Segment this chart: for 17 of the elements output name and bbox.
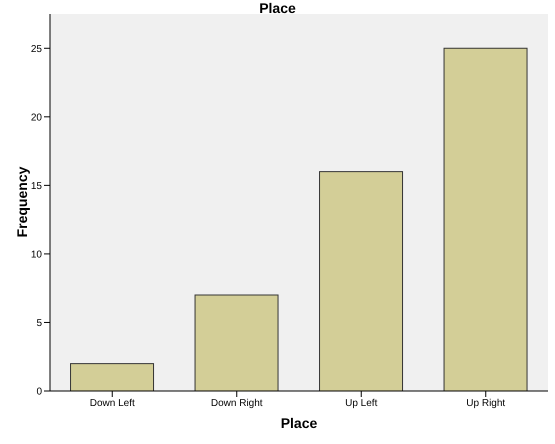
bar xyxy=(444,48,528,391)
bar xyxy=(319,171,404,391)
y-axis-title: Frequency xyxy=(14,166,30,238)
y-tick-label: 0 xyxy=(36,386,42,398)
y-tick-label: 15 xyxy=(30,180,42,192)
bar xyxy=(194,294,279,391)
y-tick-label: 25 xyxy=(30,44,42,55)
x-tick-label: Up Left xyxy=(345,398,378,410)
x-tick-label: Up Right xyxy=(466,398,506,410)
y-tick-label: 20 xyxy=(30,112,42,124)
x-tick-label: Down Right xyxy=(210,398,263,410)
chart-title: Place xyxy=(258,0,297,16)
y-tick-label: 5 xyxy=(36,318,42,330)
y-tick-label: 10 xyxy=(30,249,42,260)
x-axis-title: Place xyxy=(280,415,318,431)
bar xyxy=(70,363,154,391)
x-tick-label: Down Left xyxy=(90,398,135,410)
